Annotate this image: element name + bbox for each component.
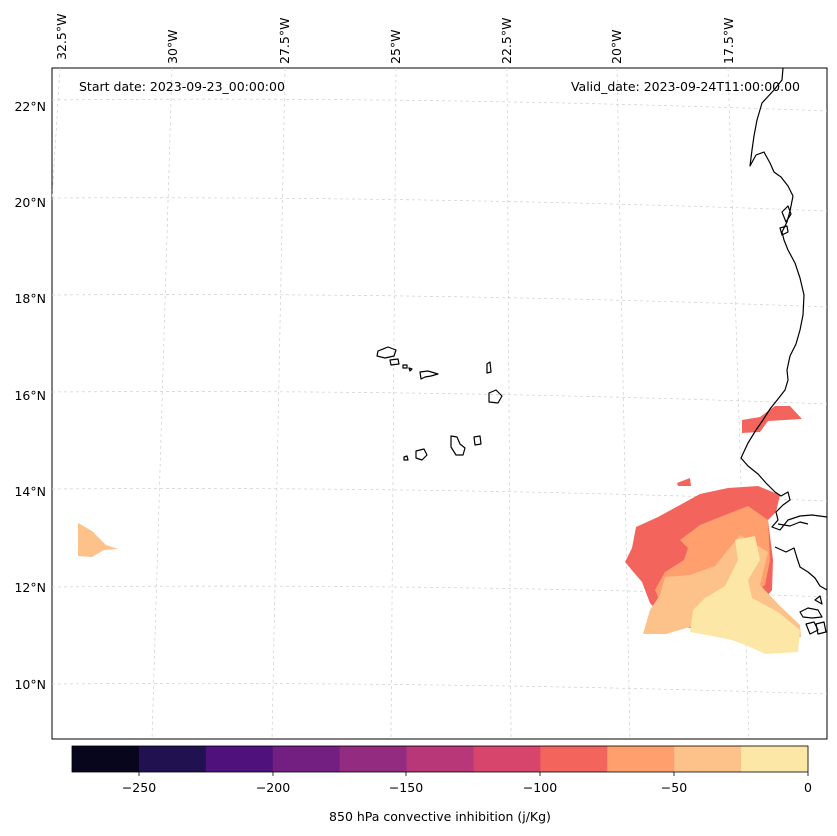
colorbar-tick-minus-250: −250 [122, 780, 156, 795]
valid-date-label: Valid_date: 2023-09-24T11:00:00.00 [571, 79, 800, 94]
coastlines [376, 67, 828, 635]
cape-verde-santo-antao [376, 346, 397, 359]
cape-verde-maio [473, 435, 482, 446]
colorbar-tick-0: 0 [804, 780, 812, 795]
lon-label-27-5w: 27.5°W [277, 18, 292, 64]
colorbar [72, 746, 809, 772]
colorbar-swatch [339, 746, 408, 772]
cape-verde-sal [486, 361, 492, 374]
lat-label-18n: 18°N [14, 291, 46, 306]
start-date-label: Start date: 2023-09-23_00:00:00 [79, 79, 285, 94]
cape-verde-boa-vista [488, 389, 503, 404]
contour-fill-yellow [690, 536, 800, 654]
lat-label-16n: 16°N [14, 388, 46, 403]
cape-verde-brava [403, 455, 409, 461]
contour-fill-red-dot [677, 478, 691, 486]
colorbar-tick-minus-150: −150 [389, 780, 423, 795]
colorbar-label: 850 hPa convective inhibition (j/Kg) [329, 809, 551, 824]
colorbar-swatch [674, 746, 742, 772]
contour-senegal-patch [742, 406, 802, 433]
lon-label-22-5w: 22.5°W [499, 18, 514, 64]
lat-label-22n: 22°N [14, 99, 46, 114]
lat-label-10n: 10°N [14, 677, 46, 692]
cape-verde-santiago [450, 435, 466, 456]
cape-verde-sao-nicolau [419, 370, 439, 380]
africa-coastline-south [774, 546, 828, 591]
colorbar-swatch [72, 746, 140, 772]
lon-label-17-5w: 17.5°W [721, 18, 736, 64]
contour-west-patch [78, 523, 118, 557]
colorbar-swatch [205, 746, 274, 772]
colorbar-outline [71, 745, 809, 773]
colorbar-swatch [406, 746, 474, 772]
colorbar-swatch [741, 746, 809, 772]
colorbar-swatch [272, 746, 341, 772]
colorbar-tick-minus-100: −100 [523, 780, 557, 795]
lon-label-32-5w: 32.5°W [54, 14, 69, 60]
lat-label-12n: 12°N [14, 580, 46, 595]
lat-label-14n: 14°N [14, 484, 46, 499]
cape-verde-sao-vicente [389, 358, 400, 366]
lat-label-20n: 20°N [14, 195, 46, 210]
contour-fills [78, 406, 802, 654]
colorbar-ticks [138, 772, 809, 776]
lon-label-30w: 30°W [165, 29, 180, 64]
colorbar-swatch [540, 746, 608, 772]
colorbar-swatch [138, 746, 207, 772]
cape-verde-fogo [415, 448, 428, 461]
colorbar-swatch [473, 746, 541, 772]
map-frame [51, 67, 828, 740]
africa-coastline [740, 67, 828, 531]
colorbar-swatch [607, 746, 675, 772]
colorbar-tick-minus-50: −50 [661, 780, 687, 795]
lon-label-20w: 20°W [609, 29, 624, 64]
lon-label-25w: 25°W [388, 29, 403, 64]
colorbar-tick-minus-200: −200 [256, 780, 290, 795]
